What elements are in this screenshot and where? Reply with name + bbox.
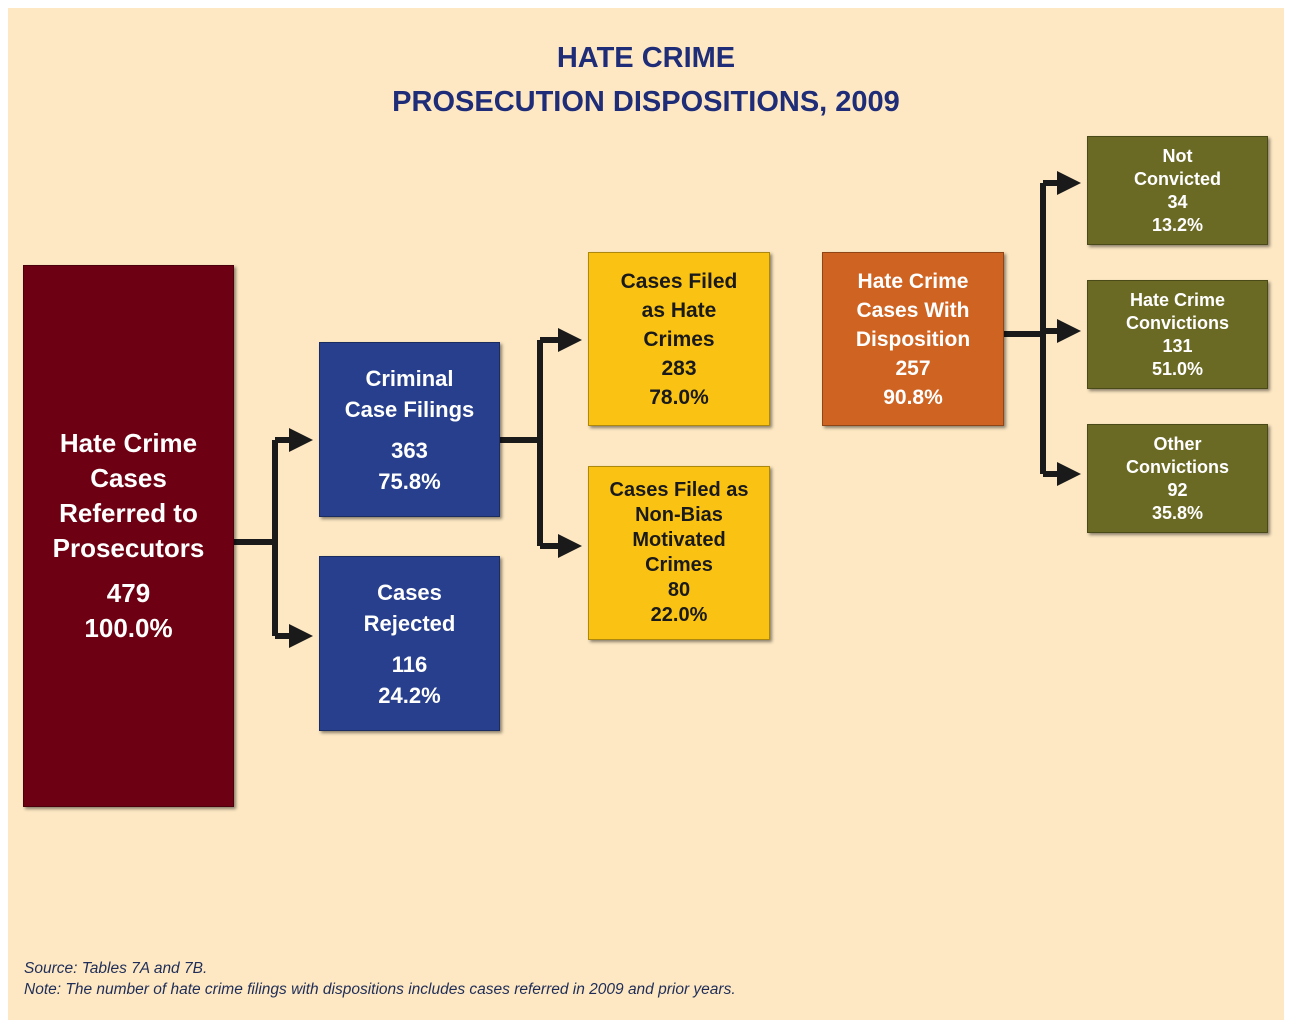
node-percent: 24.2% xyxy=(378,682,441,708)
title-line: PROSECUTION DISPOSITIONS, 2009 xyxy=(392,86,900,118)
node-count: 257 xyxy=(895,356,931,380)
node-count: 116 xyxy=(391,651,428,677)
node-label: Referred to xyxy=(59,498,198,528)
note: Note: The number of hate crime filings w… xyxy=(24,981,736,998)
node-label: Criminal xyxy=(365,365,454,391)
node-percent: 100.0% xyxy=(84,613,173,643)
footer: Source: Tables 7A and 7B. Note: The numb… xyxy=(24,958,736,1000)
node-label: Hate Crime xyxy=(59,428,198,458)
node-label: Case Filings xyxy=(344,396,475,422)
connector xyxy=(234,440,278,636)
connector xyxy=(500,340,543,546)
node-count: 34 xyxy=(1167,191,1188,212)
node-count: 479 xyxy=(106,578,151,608)
node-box: Cases Filed as Non-Bias Motivated Crimes 80 2… xyxy=(588,466,770,640)
node-label: Cases Filed xyxy=(620,269,738,293)
node-box: Hate Crime Convictions 131 51.0% xyxy=(1087,280,1268,389)
node-box: Criminal Case Filings 363 75.8% xyxy=(319,342,500,517)
node-label: Convicted xyxy=(1133,168,1221,189)
node-box: Hate Crime Cases Referred to Prosecutors 479… xyxy=(23,265,234,807)
node-count: 92 xyxy=(1167,479,1188,500)
node-label: as Hate xyxy=(641,298,717,322)
node-percent: 78.0% xyxy=(649,385,709,409)
node-count: 80 xyxy=(667,579,691,601)
connector xyxy=(1004,183,1046,474)
node-box: Hate Crime Cases With Disposition 257 90.8% xyxy=(822,252,1004,426)
node-box: Other Convictions 92 35.8% xyxy=(1087,424,1268,533)
node-count: 131 xyxy=(1162,335,1193,356)
title: HATE CRIME PROSECUTION DISPOSITIONS, 200… xyxy=(0,36,1292,124)
node-label: Disposition xyxy=(855,327,971,351)
node-percent: 22.0% xyxy=(650,604,708,626)
node-percent: 75.8% xyxy=(378,468,441,494)
node-label: Not xyxy=(1162,145,1193,166)
node-label: Cases xyxy=(377,579,442,605)
node-label: Convictions xyxy=(1125,312,1229,333)
node-percent: 90.8% xyxy=(883,385,943,409)
node-label: Non-Bias xyxy=(635,504,723,526)
node-percent: 35.8% xyxy=(1151,502,1204,523)
node-label: Hate Crime xyxy=(1129,289,1226,310)
node-label: Convictions xyxy=(1125,456,1229,477)
node-label: Other xyxy=(1153,433,1202,454)
node-label: Crimes xyxy=(643,327,715,351)
node-box: Cases Rejected 116 24.2% xyxy=(319,556,500,731)
node-box: Cases Filed as Hate Crimes 283 78.0% xyxy=(588,252,770,426)
source-note: Source: Tables 7A and 7B. xyxy=(24,960,208,977)
node-percent: 13.2% xyxy=(1151,214,1204,235)
node-percent: 51.0% xyxy=(1151,358,1204,379)
node-count: 363 xyxy=(391,437,428,463)
node-label: Crimes xyxy=(645,554,713,576)
node-label: Cases xyxy=(90,463,167,493)
node-count: 283 xyxy=(661,356,697,380)
node-label: Motivated xyxy=(632,529,726,551)
title-line: HATE CRIME xyxy=(556,42,736,74)
node-label: Cases With xyxy=(856,298,970,322)
node-label: Cases Filed as xyxy=(609,479,749,501)
node-label: Hate Crime xyxy=(857,269,969,293)
node-label: Prosecutors xyxy=(52,533,205,563)
node-label: Rejected xyxy=(363,610,456,636)
node-box: Not Convicted 34 13.2% xyxy=(1087,136,1268,245)
